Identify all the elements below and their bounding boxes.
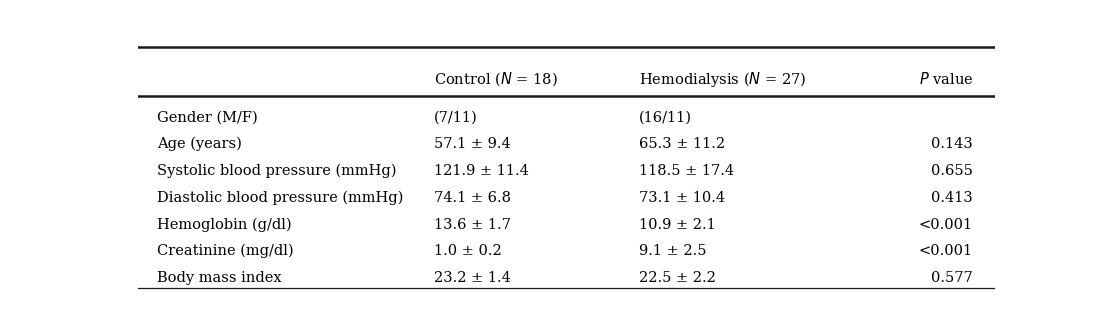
Text: Control ($N$ = 18): Control ($N$ = 18) xyxy=(433,71,557,88)
Text: Creatinine (mg/dl): Creatinine (mg/dl) xyxy=(157,244,294,259)
Text: 0.143: 0.143 xyxy=(932,137,974,151)
Text: $P$ value: $P$ value xyxy=(918,71,974,87)
Text: (16/11): (16/11) xyxy=(639,111,692,124)
Text: 9.1 ± 2.5: 9.1 ± 2.5 xyxy=(639,244,706,258)
Text: 13.6 ± 1.7: 13.6 ± 1.7 xyxy=(433,217,511,231)
Text: Hemodialysis ($N$ = 27): Hemodialysis ($N$ = 27) xyxy=(639,70,807,89)
Text: 0.413: 0.413 xyxy=(932,191,974,205)
Text: 0.655: 0.655 xyxy=(932,164,974,178)
Text: 121.9 ± 11.4: 121.9 ± 11.4 xyxy=(433,164,528,178)
Text: <0.001: <0.001 xyxy=(919,217,974,231)
Text: 1.0 ± 0.2: 1.0 ± 0.2 xyxy=(433,244,502,258)
Text: Systolic blood pressure (mmHg): Systolic blood pressure (mmHg) xyxy=(157,164,397,178)
Text: (7/11): (7/11) xyxy=(433,111,477,124)
Text: 10.9 ± 2.1: 10.9 ± 2.1 xyxy=(639,217,716,231)
Text: 73.1 ± 10.4: 73.1 ± 10.4 xyxy=(639,191,725,205)
Text: 118.5 ± 17.4: 118.5 ± 17.4 xyxy=(639,164,734,178)
Text: 57.1 ± 9.4: 57.1 ± 9.4 xyxy=(433,137,511,151)
Text: <0.001: <0.001 xyxy=(919,244,974,258)
Text: Body mass index: Body mass index xyxy=(157,271,282,285)
Text: Age (years): Age (years) xyxy=(157,137,242,151)
Text: 23.2 ± 1.4: 23.2 ± 1.4 xyxy=(433,271,511,285)
Text: Diastolic blood pressure (mmHg): Diastolic blood pressure (mmHg) xyxy=(157,191,403,205)
Text: 0.577: 0.577 xyxy=(932,271,974,285)
Text: Gender (M/F): Gender (M/F) xyxy=(157,111,257,124)
Text: 65.3 ± 11.2: 65.3 ± 11.2 xyxy=(639,137,725,151)
Text: Hemoglobin (g/dl): Hemoglobin (g/dl) xyxy=(157,217,292,232)
Text: 74.1 ± 6.8: 74.1 ± 6.8 xyxy=(433,191,511,205)
Text: 22.5 ± 2.2: 22.5 ± 2.2 xyxy=(639,271,716,285)
